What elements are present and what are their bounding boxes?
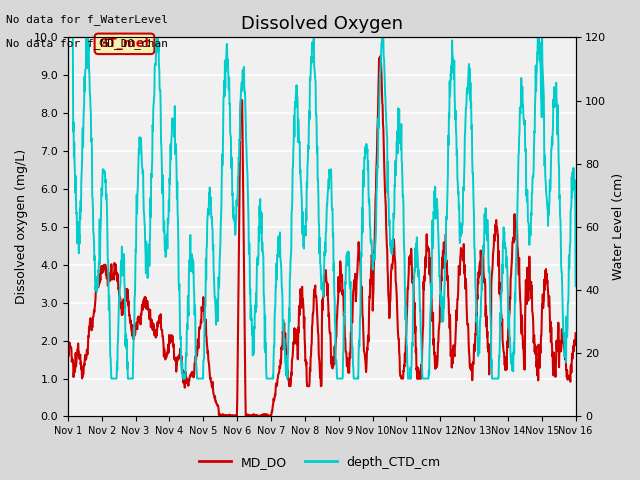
Title: Dissolved Oxygen: Dissolved Oxygen	[241, 15, 403, 33]
depth_CTD_cm	[234, 173, 242, 179]
depth_CTD_cm	[165, 208, 173, 214]
MD_DO	[218, 414, 225, 420]
MD_DO	[572, 330, 579, 336]
depth_CTD_cm	[64, 139, 72, 144]
MD_DO	[177, 357, 185, 363]
Line: MD_DO: MD_DO	[68, 56, 575, 417]
MD_DO	[377, 53, 385, 59]
Legend: MD_DO, depth_CTD_cm: MD_DO, depth_CTD_cm	[195, 451, 445, 474]
MD_DO	[401, 351, 409, 357]
MD_DO	[64, 358, 72, 363]
Y-axis label: Water Level (cm): Water Level (cm)	[612, 173, 625, 280]
Y-axis label: Dissolved oxygen (mg/L): Dissolved oxygen (mg/L)	[15, 149, 28, 304]
depth_CTD_cm	[401, 283, 409, 289]
depth_CTD_cm	[572, 283, 579, 289]
depth_CTD_cm	[178, 363, 186, 369]
depth_CTD_cm	[65, 35, 72, 40]
MD_DO	[164, 347, 172, 352]
Line: depth_CTD_cm: depth_CTD_cm	[68, 37, 575, 379]
depth_CTD_cm	[108, 376, 115, 382]
MD_DO	[467, 364, 475, 370]
MD_DO	[512, 219, 520, 225]
depth_CTD_cm	[512, 264, 520, 270]
depth_CTD_cm	[467, 99, 475, 105]
MD_DO	[234, 338, 242, 344]
Text: No data for f_MD_DO_chan: No data for f_MD_DO_chan	[6, 38, 168, 49]
Text: No data for f_WaterLevel: No data for f_WaterLevel	[6, 14, 168, 25]
Text: GT_met: GT_met	[99, 37, 150, 50]
